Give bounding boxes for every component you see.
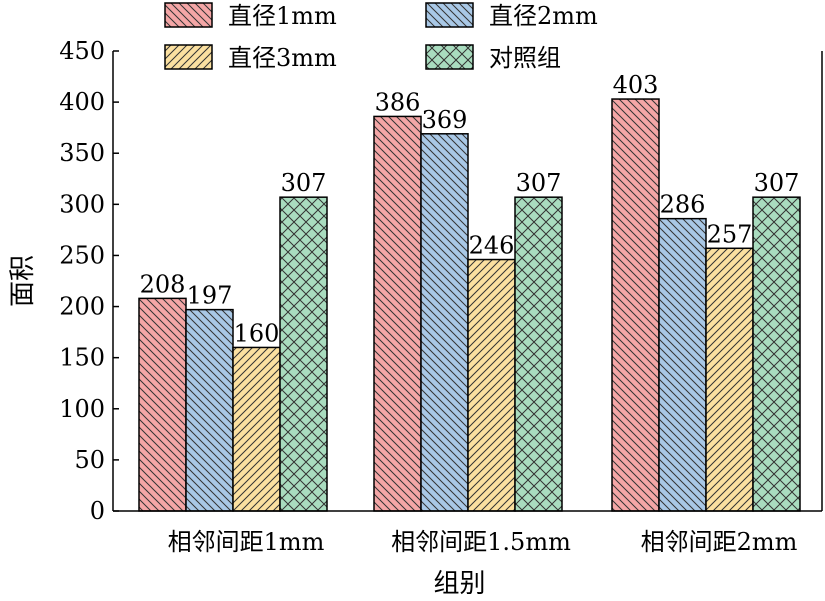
bar-hatch (752, 196, 801, 512)
bar-hatch (467, 258, 516, 512)
y-tick-label: 50 (74, 446, 105, 474)
bar-group-item (138, 297, 187, 512)
y-tick-label: 200 (59, 293, 105, 321)
bar-hatch (138, 297, 187, 512)
legend-item: 直径2mm (425, 2, 598, 30)
data-label: 403 (613, 71, 659, 99)
bar-group-item (420, 133, 469, 512)
bar-hatch (279, 196, 328, 512)
data-label: 246 (469, 232, 515, 260)
y-tick-label: 0 (90, 497, 105, 525)
data-label: 197 (187, 282, 233, 310)
data-label: 208 (140, 270, 186, 298)
bar-group-item (373, 115, 422, 512)
bar-hatch (185, 308, 234, 512)
legend-item: 直径1mm (164, 2, 337, 30)
bar-group-item (752, 196, 801, 512)
bar-group-item (705, 247, 754, 512)
legend-swatch-hatch (164, 44, 213, 70)
legend-item: 对照组 (425, 44, 561, 72)
data-label: 307 (516, 169, 562, 197)
y-tick-label: 300 (59, 190, 105, 218)
data-label: 369 (422, 106, 468, 134)
y-tick-label: 150 (59, 344, 105, 372)
data-label: 307 (754, 169, 800, 197)
y-axis-title: 面积 (8, 255, 38, 307)
x-axis-title: 组别 (433, 569, 485, 599)
legend-label: 对照组 (489, 44, 561, 72)
legend-swatch-hatch (425, 2, 474, 28)
data-label: 386 (375, 88, 421, 116)
bar-hatch (514, 196, 563, 512)
y-tick-label: 100 (59, 395, 105, 423)
data-label: 257 (707, 220, 753, 248)
legend: 直径1mm 直径3mm 直径2mm 对照组 (164, 2, 598, 72)
data-label: 160 (234, 319, 280, 347)
legend-label: 直径3mm (228, 44, 337, 72)
y-tick-label: 450 (59, 37, 105, 65)
x-tick-label: 相邻间距2mm (641, 528, 798, 556)
bar-group-item (185, 308, 234, 512)
bar-group-item (279, 196, 328, 512)
axes: 0 50 100 150 200 250 300 350 400 450 相邻间距1mm 相邻间距1.… (59, 37, 823, 556)
bar-hatch (232, 346, 281, 512)
x-tick-label: 相邻间距1.5mm (391, 528, 571, 556)
bar-group-item (514, 196, 563, 512)
bar-hatch (420, 133, 469, 512)
bar-group-item (232, 346, 281, 512)
data-label: 286 (660, 191, 706, 219)
bar-group-item (611, 98, 660, 512)
bar-hatch (611, 98, 660, 512)
legend-swatch-hatch (164, 2, 213, 28)
legend-item: 直径3mm (164, 44, 337, 72)
bar-hatch (658, 217, 707, 512)
legend-swatch-hatch (425, 44, 474, 70)
x-tick-label: 相邻间距1mm (168, 528, 325, 556)
legend-label: 直径1mm (228, 2, 337, 30)
bar-hatch (373, 115, 422, 512)
y-tick-label: 250 (59, 241, 105, 269)
legend-label: 直径2mm (489, 2, 598, 30)
bar-group-item (467, 258, 516, 512)
data-label: 307 (281, 169, 327, 197)
y-tick-label: 400 (59, 88, 105, 116)
bar-hatch (705, 247, 754, 512)
bar-group-item (658, 217, 707, 512)
y-tick-label: 350 (59, 139, 105, 167)
